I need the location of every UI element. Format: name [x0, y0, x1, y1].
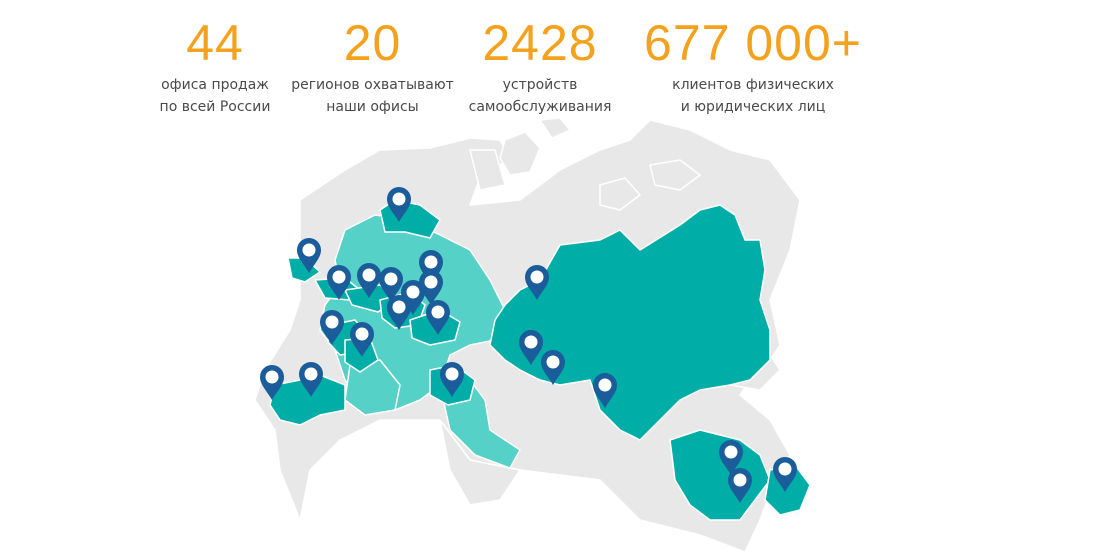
- stat-regions-value: 20: [343, 15, 402, 71]
- stat-devices-label: устройств самообслуживания: [468, 77, 612, 115]
- stat-regions-label: регионов охватывают наши офисы: [291, 77, 454, 115]
- stat-offices: 44 офиса продаж по всей России: [150, 14, 280, 118]
- stat-devices-value: 2428: [482, 15, 598, 71]
- map-covered-regions: [269, 199, 811, 521]
- stat-clients-value: 677 000+: [644, 15, 862, 71]
- stat-clients: 677 000+ клиентов физических и юридическ…: [628, 14, 878, 118]
- stat-regions: 20 регионов охватывают наши офисы: [285, 14, 460, 118]
- stat-offices-label: офиса продаж по всей России: [159, 77, 271, 115]
- stat-offices-value: 44: [186, 15, 244, 71]
- stat-devices: 2428 устройств самообслуживания: [465, 14, 615, 118]
- stat-clients-label: клиентов физических и юридических лиц: [672, 77, 834, 115]
